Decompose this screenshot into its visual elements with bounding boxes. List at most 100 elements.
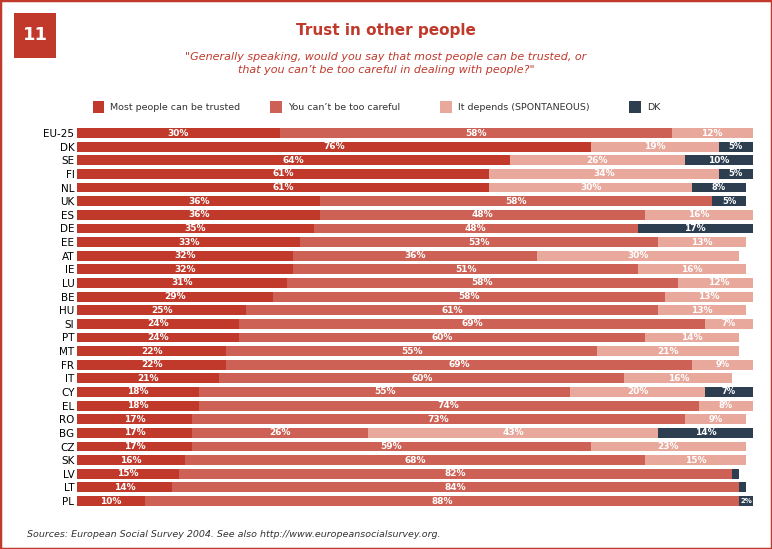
Bar [712, 197, 746, 206]
Text: 14%: 14% [695, 428, 716, 438]
Text: 74%: 74% [438, 401, 459, 410]
Bar [77, 169, 489, 179]
Text: 18%: 18% [127, 388, 149, 396]
Bar [719, 169, 753, 179]
Bar [77, 428, 192, 438]
Bar [77, 237, 300, 247]
Text: 68%: 68% [405, 456, 425, 464]
Text: 14%: 14% [113, 483, 135, 492]
Bar [77, 305, 246, 315]
Text: 8%: 8% [712, 183, 726, 192]
Text: 26%: 26% [269, 428, 290, 438]
Text: 22%: 22% [141, 346, 162, 356]
Text: 7%: 7% [722, 388, 736, 396]
Bar [293, 251, 537, 261]
Bar [226, 360, 692, 369]
Bar [313, 223, 638, 233]
Bar [77, 251, 293, 261]
Bar [320, 197, 712, 206]
Text: 23%: 23% [658, 442, 679, 451]
Text: 5%: 5% [729, 170, 743, 178]
Text: DK: DK [647, 103, 660, 111]
Bar [77, 401, 198, 411]
Bar [591, 142, 719, 152]
Bar [77, 155, 510, 165]
Text: 48%: 48% [465, 224, 486, 233]
Bar [658, 237, 746, 247]
Text: 17%: 17% [685, 224, 706, 233]
Bar [77, 496, 145, 506]
Text: 12%: 12% [702, 128, 723, 138]
Bar [638, 265, 746, 274]
Text: 18%: 18% [127, 401, 149, 410]
Text: 32%: 32% [174, 265, 196, 274]
Text: 76%: 76% [323, 142, 345, 151]
Text: 13%: 13% [691, 238, 713, 247]
Text: 61%: 61% [442, 306, 463, 315]
Text: 22%: 22% [141, 360, 162, 369]
Bar [658, 305, 746, 315]
Text: 13%: 13% [698, 292, 720, 301]
Bar [320, 210, 645, 220]
Text: 7%: 7% [722, 320, 736, 328]
Bar [77, 210, 320, 220]
Text: Sources: European Social Survey 2004. See also http://www.europeansocialsurvey.o: Sources: European Social Survey 2004. Se… [27, 530, 441, 539]
Bar [192, 441, 591, 451]
Text: 17%: 17% [124, 428, 145, 438]
Bar [239, 333, 645, 343]
Text: 5%: 5% [729, 142, 743, 151]
Bar [279, 128, 672, 138]
Text: 8%: 8% [719, 401, 733, 410]
Bar [198, 401, 699, 411]
Bar [178, 469, 733, 479]
Bar [300, 237, 658, 247]
Text: 51%: 51% [455, 265, 476, 274]
Text: 69%: 69% [462, 320, 483, 328]
Text: 29%: 29% [164, 292, 186, 301]
Bar [77, 373, 219, 383]
Bar [645, 333, 740, 343]
Bar [239, 319, 706, 329]
Text: 16%: 16% [120, 456, 142, 464]
Text: 84%: 84% [445, 483, 466, 492]
Bar [77, 414, 192, 424]
Bar [77, 441, 192, 451]
Text: 24%: 24% [147, 320, 169, 328]
Text: 16%: 16% [668, 374, 689, 383]
Text: 10%: 10% [708, 156, 730, 165]
Bar [598, 346, 739, 356]
Text: It depends (SPONTANEOUS): It depends (SPONTANEOUS) [458, 103, 589, 111]
Text: 58%: 58% [472, 278, 493, 288]
Bar [692, 360, 753, 369]
Bar [686, 155, 753, 165]
Bar [77, 333, 239, 343]
Bar [625, 373, 733, 383]
Bar [489, 183, 692, 193]
Bar [293, 265, 638, 274]
Text: 69%: 69% [448, 360, 469, 369]
Bar [571, 387, 706, 397]
Bar [645, 210, 753, 220]
Text: 61%: 61% [273, 183, 294, 192]
Bar [706, 387, 753, 397]
Text: 12%: 12% [708, 278, 730, 288]
Text: 36%: 36% [188, 197, 209, 206]
Text: 30%: 30% [580, 183, 601, 192]
Text: 24%: 24% [147, 333, 169, 342]
Text: 60%: 60% [411, 374, 432, 383]
Text: 9%: 9% [715, 360, 730, 369]
Bar [699, 401, 753, 411]
Bar [77, 183, 489, 193]
Bar [686, 414, 746, 424]
Text: 30%: 30% [627, 251, 648, 260]
Text: 10%: 10% [100, 496, 122, 506]
Bar [692, 183, 746, 193]
Bar [510, 155, 685, 165]
Text: 58%: 58% [459, 292, 479, 301]
Bar [77, 360, 226, 369]
FancyBboxPatch shape [93, 101, 104, 113]
Text: 58%: 58% [465, 128, 486, 138]
Text: 32%: 32% [174, 251, 196, 260]
Text: 31%: 31% [171, 278, 193, 288]
Text: Trust in other people: Trust in other people [296, 23, 476, 38]
